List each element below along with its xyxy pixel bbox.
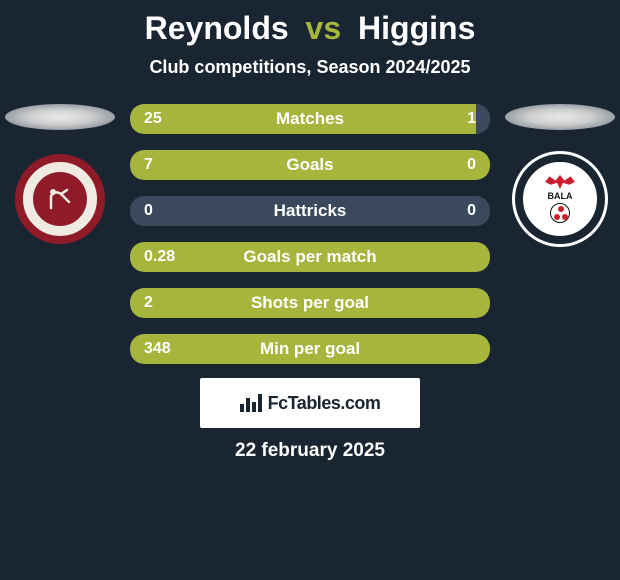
branding-text: FcTables.com	[268, 393, 381, 414]
team-badge-left	[15, 154, 105, 244]
badge-text: BALA	[548, 191, 573, 201]
date-text: 22 february 2025	[235, 440, 385, 462]
team-badge-right: BALA	[515, 154, 605, 244]
page-title: Reynolds vs Higgins	[145, 10, 476, 47]
stat-row: 2Shots per goal	[130, 288, 490, 318]
main-row: 251Matches 70Goals 00Hattricks 0.28Goals pe…	[0, 104, 620, 364]
stat-row: 70Goals	[130, 150, 490, 180]
stat-row: 348Min per goal	[130, 334, 490, 364]
football-icon	[550, 203, 570, 223]
chart-icon	[240, 394, 262, 412]
vs-separator: vs	[298, 10, 350, 46]
branding-box[interactable]: FcTables.com	[200, 378, 420, 428]
archer-icon	[33, 172, 87, 226]
stat-row: 251Matches	[130, 104, 490, 134]
right-team-column: BALA	[500, 104, 620, 244]
comparison-widget: Reynolds vs Higgins Club competitions, S…	[0, 0, 620, 462]
stat-label: Hattricks	[130, 201, 490, 221]
stats-bars: 251Matches 70Goals 00Hattricks 0.28Goals pe…	[130, 104, 490, 364]
stat-label: Shots per goal	[130, 293, 490, 313]
player-shadow-right	[505, 104, 615, 130]
stat-row: 00Hattricks	[130, 196, 490, 226]
player1-name: Reynolds	[145, 10, 289, 46]
stat-label: Min per goal	[130, 339, 490, 359]
stat-label: Goals	[130, 155, 490, 175]
dragon-icon	[545, 175, 575, 189]
stat-label: Goals per match	[130, 247, 490, 267]
stat-label: Matches	[130, 109, 490, 129]
subtitle: Club competitions, Season 2024/2025	[149, 57, 470, 78]
player2-name: Higgins	[358, 10, 475, 46]
left-team-column	[0, 104, 120, 244]
player-shadow-left	[5, 104, 115, 130]
stat-row: 0.28Goals per match	[130, 242, 490, 272]
